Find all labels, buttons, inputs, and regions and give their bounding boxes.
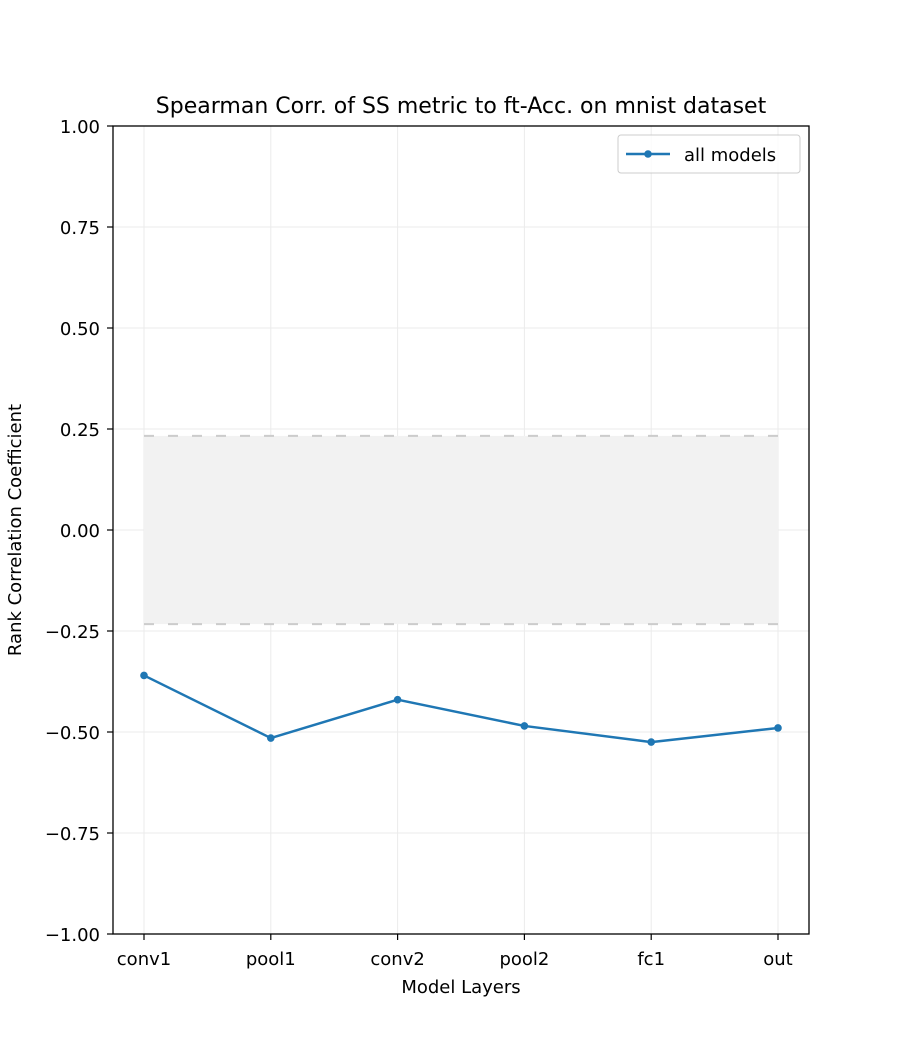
data-point-out bbox=[774, 724, 782, 732]
y-axis-label: Rank Correlation Coefficient bbox=[5, 404, 26, 656]
y-axis: −1.00 −0.75 −0.50 −0.25 0.00 0.25 0.50 0.75 1.00 bbox=[45, 117, 113, 946]
band-fill bbox=[144, 435, 778, 625]
series-line-0 bbox=[143, 674, 779, 744]
y-tick-label-1: −0.75 bbox=[45, 824, 100, 845]
legend-box bbox=[617, 134, 801, 174]
data-point-conv1 bbox=[140, 671, 148, 680]
data-point-fc1 bbox=[647, 738, 655, 746]
legend: all models bbox=[617, 134, 801, 174]
x-tick-label-5: out bbox=[763, 949, 792, 970]
y-tick-label-4: 0.00 bbox=[60, 521, 100, 542]
y-tick-label-0: −1.00 bbox=[45, 925, 100, 946]
band bbox=[144, 434, 778, 626]
data-point-conv2 bbox=[393, 695, 402, 704]
x-axis-label: Model Layers bbox=[401, 977, 520, 998]
y-tick-label-2: −0.50 bbox=[45, 723, 100, 744]
x-axis: conv1 pool1 conv2 pool2 fc1 out bbox=[117, 934, 793, 970]
legend-point-marker bbox=[644, 150, 652, 158]
y-tick-label-3: −0.25 bbox=[45, 622, 100, 643]
series-layer bbox=[140, 671, 782, 746]
y-tick-label-6: 0.50 bbox=[60, 319, 100, 340]
x-tick-label-0: conv1 bbox=[117, 949, 171, 970]
data-point-pool2 bbox=[520, 722, 529, 730]
y-tick-label-5: 0.25 bbox=[60, 420, 100, 441]
y-tick-label-7: 0.75 bbox=[60, 218, 100, 239]
data-point-pool1 bbox=[267, 734, 275, 742]
x-tick-label-2: conv2 bbox=[370, 949, 424, 970]
y-tick-label-8: 1.00 bbox=[60, 117, 100, 138]
x-tick-label-3: pool2 bbox=[499, 949, 549, 970]
x-tick-label-1: pool1 bbox=[246, 949, 296, 970]
chart-title: Spearman Corr. of SS metric to ft-Acc. o… bbox=[156, 94, 767, 119]
x-tick-label-4: fc1 bbox=[637, 949, 665, 970]
legend-label: all models bbox=[684, 145, 776, 166]
